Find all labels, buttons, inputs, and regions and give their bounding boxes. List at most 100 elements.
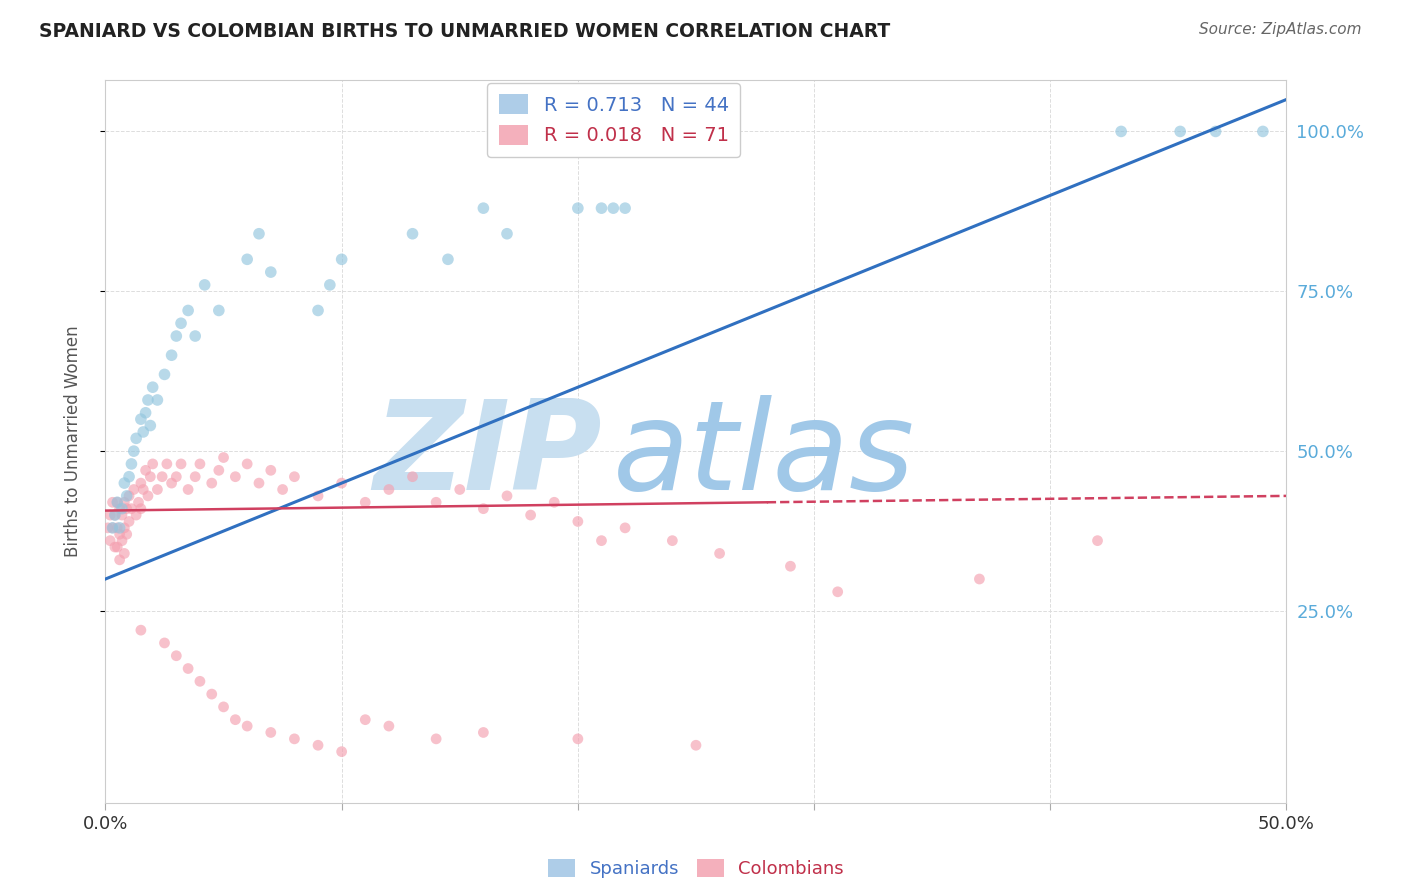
Point [437,252,460,267]
Point [378,483,401,497]
Point [779,559,801,574]
Point [125,431,148,445]
Point [1251,124,1274,138]
Point [319,277,342,292]
Y-axis label: Births to Unmarried Women: Births to Unmarried Women [63,326,82,558]
Point [125,508,148,522]
Point [224,469,246,483]
Point [105,540,128,554]
Point [449,483,471,497]
Point [201,476,224,491]
Point [177,483,200,497]
Point [165,329,187,343]
Point [115,489,138,503]
Point [519,508,541,522]
Point [146,392,169,407]
Point [108,527,131,541]
Point [1109,124,1132,138]
Point [108,553,131,567]
Point [135,463,157,477]
Point [496,489,519,503]
Point [188,457,211,471]
Point [112,495,135,509]
Point [425,495,447,509]
Point [201,687,224,701]
Point [128,495,150,509]
Point [685,738,707,752]
Point [354,713,377,727]
Point [184,469,207,483]
Point [194,277,217,292]
Point [591,201,613,215]
Point [283,731,305,746]
Point [101,521,124,535]
Point [472,501,495,516]
Point [591,533,613,548]
Point [132,483,155,497]
Point [118,489,141,503]
Text: SPANIARD VS COLOMBIAN BIRTHS TO UNMARRIED WOMEN CORRELATION CHART: SPANIARD VS COLOMBIAN BIRTHS TO UNMARRIE… [39,22,890,41]
Point [122,483,145,497]
Point [177,303,200,318]
Point [115,501,138,516]
Point [661,533,683,548]
Point [112,521,135,535]
Point [136,489,159,503]
Point [472,725,495,739]
Point [236,252,259,267]
Point [105,521,128,535]
Point [129,623,152,637]
Point [260,725,283,739]
Point [567,515,589,529]
Point [271,483,294,497]
Point [224,713,246,727]
Point [111,501,134,516]
Point [105,495,128,509]
Point [160,348,183,362]
Point [472,201,495,215]
Point [165,648,187,663]
Point [118,469,141,483]
Point [212,699,235,714]
Point [188,674,211,689]
Point [283,469,305,483]
Point [969,572,991,586]
Point [129,412,152,426]
Point [139,469,162,483]
Point [208,303,231,318]
Point [160,476,183,491]
Point [146,483,169,497]
Point [115,527,138,541]
Point [153,368,176,382]
Point [150,469,173,483]
Text: Source: ZipAtlas.com: Source: ZipAtlas.com [1198,22,1361,37]
Point [118,515,141,529]
Point [139,418,162,433]
Point [135,406,157,420]
Legend: Spaniards, Colombians: Spaniards, Colombians [541,852,851,886]
Point [496,227,519,241]
Point [378,719,401,733]
Point [827,584,849,599]
Point [132,425,155,439]
Point [614,521,637,535]
Point [401,227,423,241]
Point [354,495,377,509]
Point [1087,533,1109,548]
Point [602,201,624,215]
Point [307,489,329,503]
Point [101,521,124,535]
Point [142,380,165,394]
Point [236,719,259,733]
Point [112,546,135,560]
Text: ZIP: ZIP [373,395,602,516]
Point [330,252,353,267]
Point [330,476,353,491]
Text: atlas: atlas [613,395,915,516]
Point [401,469,423,483]
Point [212,450,235,465]
Point [122,444,145,458]
Point [156,457,179,471]
Point [129,501,152,516]
Point [330,745,353,759]
